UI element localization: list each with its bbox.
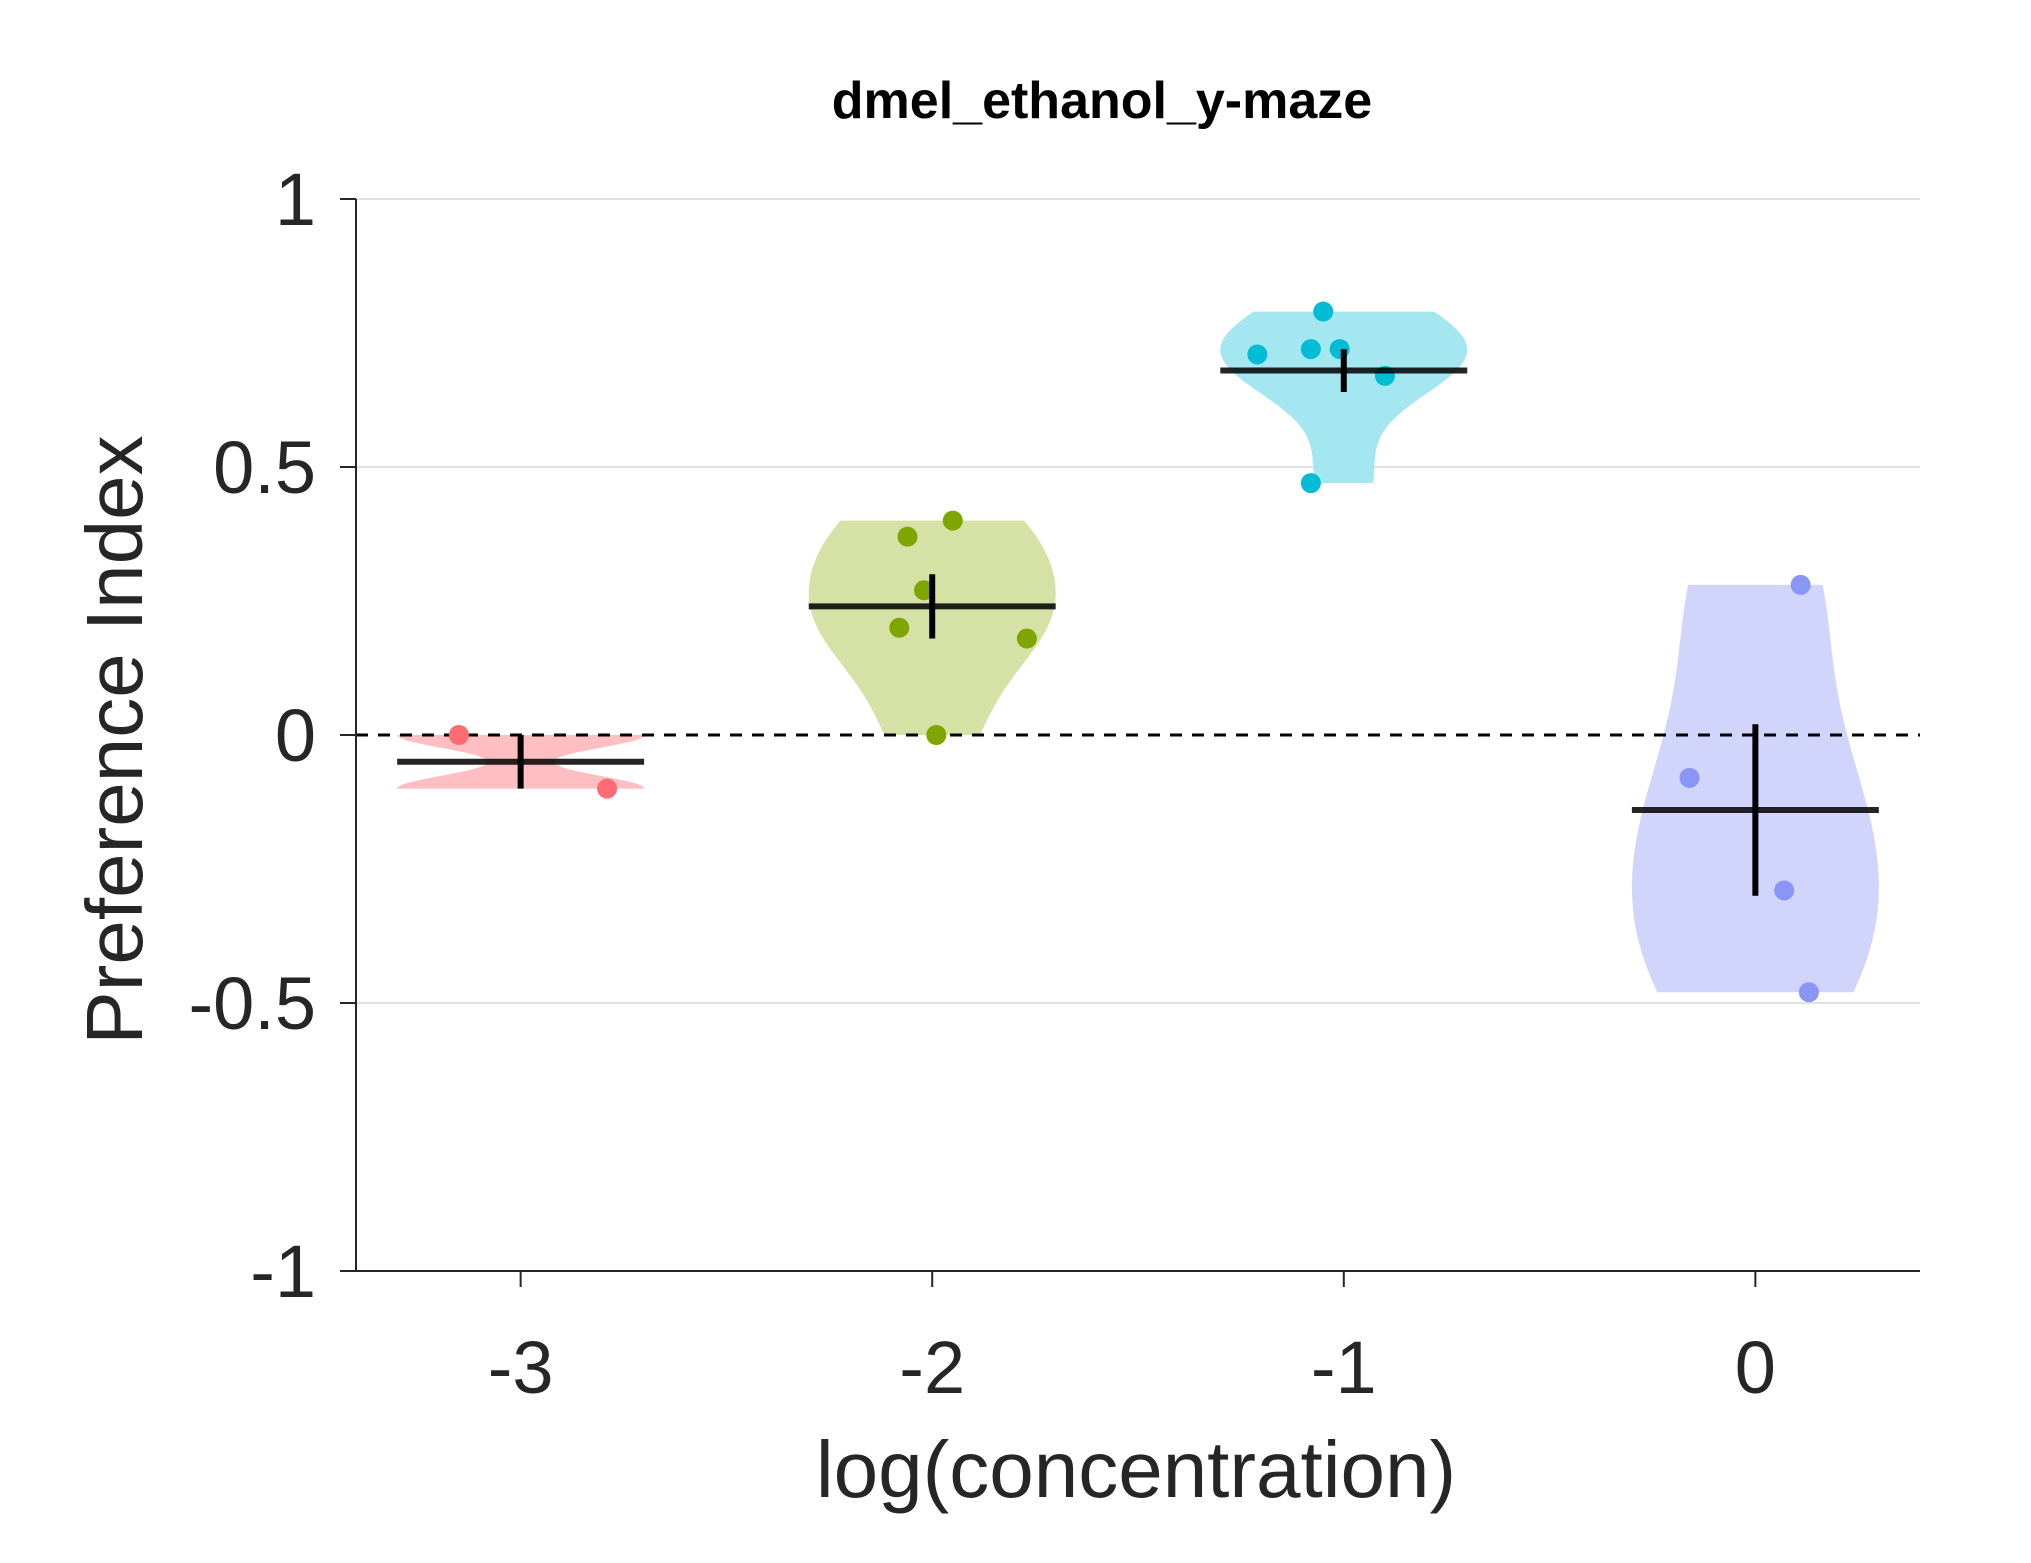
violin bbox=[1220, 311, 1468, 484]
y-tick-label: -1 bbox=[250, 1230, 316, 1313]
data-point bbox=[1016, 628, 1037, 649]
data-point bbox=[1798, 982, 1819, 1003]
x-ticks: -3 -2 -1 0 bbox=[488, 1271, 1776, 1409]
data-point bbox=[1313, 301, 1334, 322]
data-point bbox=[1790, 574, 1811, 595]
x-axis-label: log(concentration) bbox=[816, 1425, 1456, 1514]
y-tick-label: 1 bbox=[275, 158, 316, 241]
y-tick-label: -0.5 bbox=[188, 962, 316, 1045]
y-tick-label: 0.5 bbox=[213, 426, 316, 509]
data-point bbox=[942, 510, 963, 531]
data-point bbox=[1774, 880, 1795, 901]
data-points bbox=[448, 301, 1819, 1003]
mean-error-bars bbox=[397, 349, 1879, 896]
x-tick-label: 0 bbox=[1735, 1326, 1776, 1409]
data-point bbox=[1300, 339, 1321, 360]
x-tick-label: -1 bbox=[1311, 1326, 1377, 1409]
data-point bbox=[913, 580, 934, 601]
data-point bbox=[448, 725, 469, 745]
y-axis-label: Preference Index bbox=[70, 435, 159, 1044]
grid bbox=[356, 198, 1920, 1004]
violins bbox=[397, 311, 1879, 993]
y-tick-label: 0 bbox=[275, 694, 316, 777]
chart-title: dmel_ethanol_y-maze bbox=[832, 72, 1372, 130]
data-point bbox=[1247, 344, 1268, 365]
x-tick-label: -3 bbox=[488, 1326, 554, 1409]
data-point bbox=[897, 526, 918, 547]
data-point bbox=[597, 778, 618, 799]
data-point bbox=[1300, 473, 1321, 494]
x-tick-label: -2 bbox=[899, 1326, 965, 1409]
data-point bbox=[926, 725, 947, 745]
data-point bbox=[1679, 767, 1700, 788]
data-point bbox=[889, 617, 910, 638]
y-ticks: 1 0.5 0 -0.5 -1 bbox=[188, 158, 356, 1313]
